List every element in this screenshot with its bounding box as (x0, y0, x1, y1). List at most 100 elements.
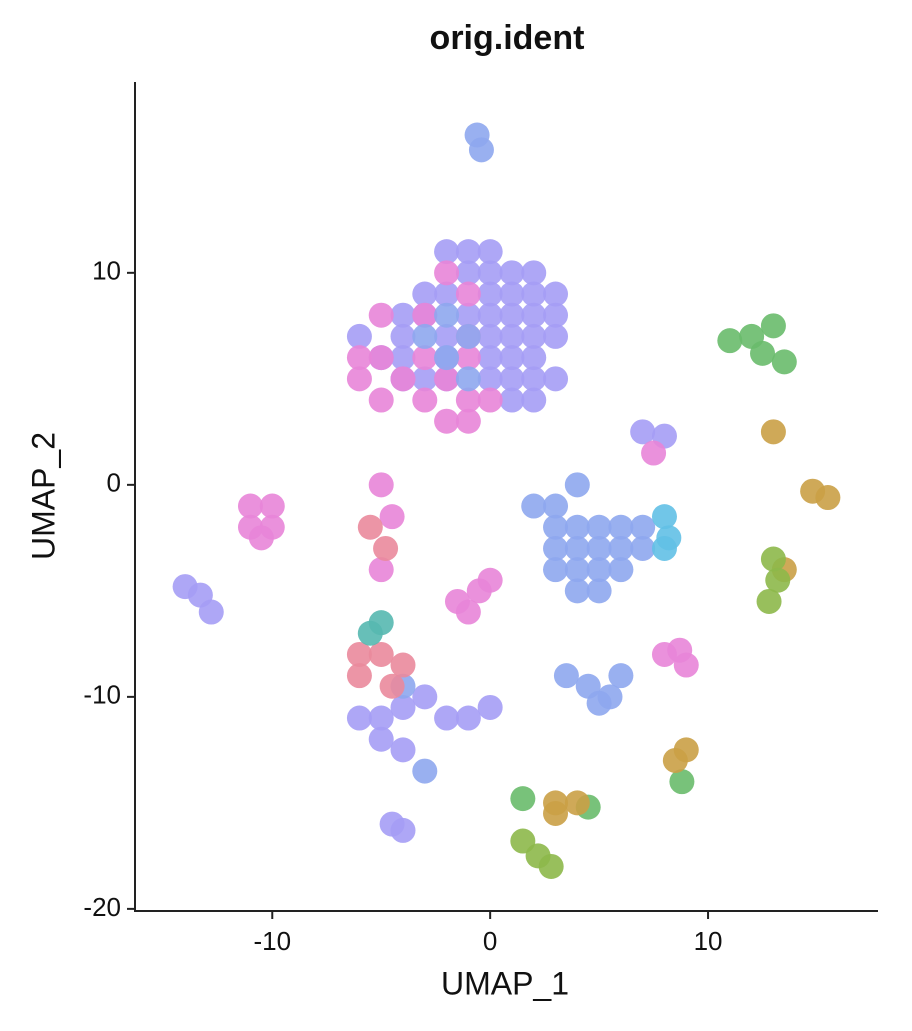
point (499, 345, 525, 371)
point (499, 366, 525, 392)
point (543, 281, 569, 307)
point (379, 504, 405, 530)
point (586, 535, 612, 561)
point (390, 323, 416, 349)
x-axis-label: UMAP_1 (441, 965, 569, 1001)
point (455, 302, 481, 328)
point (543, 514, 569, 540)
point (815, 485, 841, 511)
point (455, 705, 481, 731)
point (412, 366, 438, 392)
point (564, 535, 590, 561)
point (477, 694, 503, 720)
point (198, 599, 224, 625)
point (477, 302, 503, 328)
point (434, 239, 460, 265)
point (538, 853, 564, 879)
point (434, 260, 460, 286)
point (586, 578, 612, 604)
point (412, 758, 438, 784)
point (346, 323, 372, 349)
y-tick-label: -20 (83, 892, 121, 922)
y-tick-label: -10 (83, 680, 121, 710)
point (390, 302, 416, 328)
point (390, 345, 416, 371)
point (667, 637, 693, 663)
point (455, 387, 481, 413)
point (521, 281, 547, 307)
point (455, 239, 481, 265)
point (564, 472, 590, 498)
point (390, 366, 416, 392)
point (673, 737, 699, 763)
x-tick-label: 10 (694, 926, 723, 956)
point (368, 345, 394, 371)
point (477, 281, 503, 307)
point (586, 514, 612, 540)
point (468, 137, 494, 163)
point (379, 673, 405, 699)
point (455, 281, 481, 307)
point (630, 535, 656, 561)
point (641, 440, 667, 466)
point (412, 387, 438, 413)
point (521, 302, 547, 328)
point (564, 790, 590, 816)
point (357, 514, 383, 540)
point (368, 610, 394, 636)
point (543, 302, 569, 328)
point (248, 525, 274, 551)
point (259, 493, 285, 519)
point (760, 419, 786, 445)
point (608, 535, 634, 561)
point (346, 345, 372, 371)
point (543, 790, 569, 816)
point (630, 419, 656, 445)
point (455, 323, 481, 349)
point (608, 663, 634, 689)
point (412, 345, 438, 371)
point (651, 504, 677, 530)
point (455, 345, 481, 371)
point (412, 323, 438, 349)
point (390, 737, 416, 763)
point (564, 578, 590, 604)
point (543, 323, 569, 349)
point (656, 525, 682, 551)
point (521, 323, 547, 349)
point (390, 652, 416, 678)
point (499, 323, 525, 349)
point (434, 302, 460, 328)
point (368, 726, 394, 752)
point (608, 514, 634, 540)
point (477, 387, 503, 413)
y-axis-label: UMAP_2 (25, 432, 61, 560)
point (586, 690, 612, 716)
point (717, 328, 743, 354)
point (521, 493, 547, 519)
point (521, 345, 547, 371)
point (373, 535, 399, 561)
point (434, 345, 460, 371)
point (368, 705, 394, 731)
x-tick-label: 0 (483, 926, 497, 956)
point (455, 408, 481, 434)
point (434, 323, 460, 349)
point (760, 313, 786, 339)
point (237, 493, 263, 519)
point (434, 281, 460, 307)
point (390, 694, 416, 720)
point (455, 599, 481, 625)
point (553, 663, 579, 689)
point (346, 366, 372, 392)
point (499, 387, 525, 413)
point (543, 493, 569, 519)
point (543, 535, 569, 561)
point (455, 366, 481, 392)
point (521, 366, 547, 392)
points (172, 122, 841, 879)
point (499, 260, 525, 286)
point (521, 260, 547, 286)
point (368, 557, 394, 583)
